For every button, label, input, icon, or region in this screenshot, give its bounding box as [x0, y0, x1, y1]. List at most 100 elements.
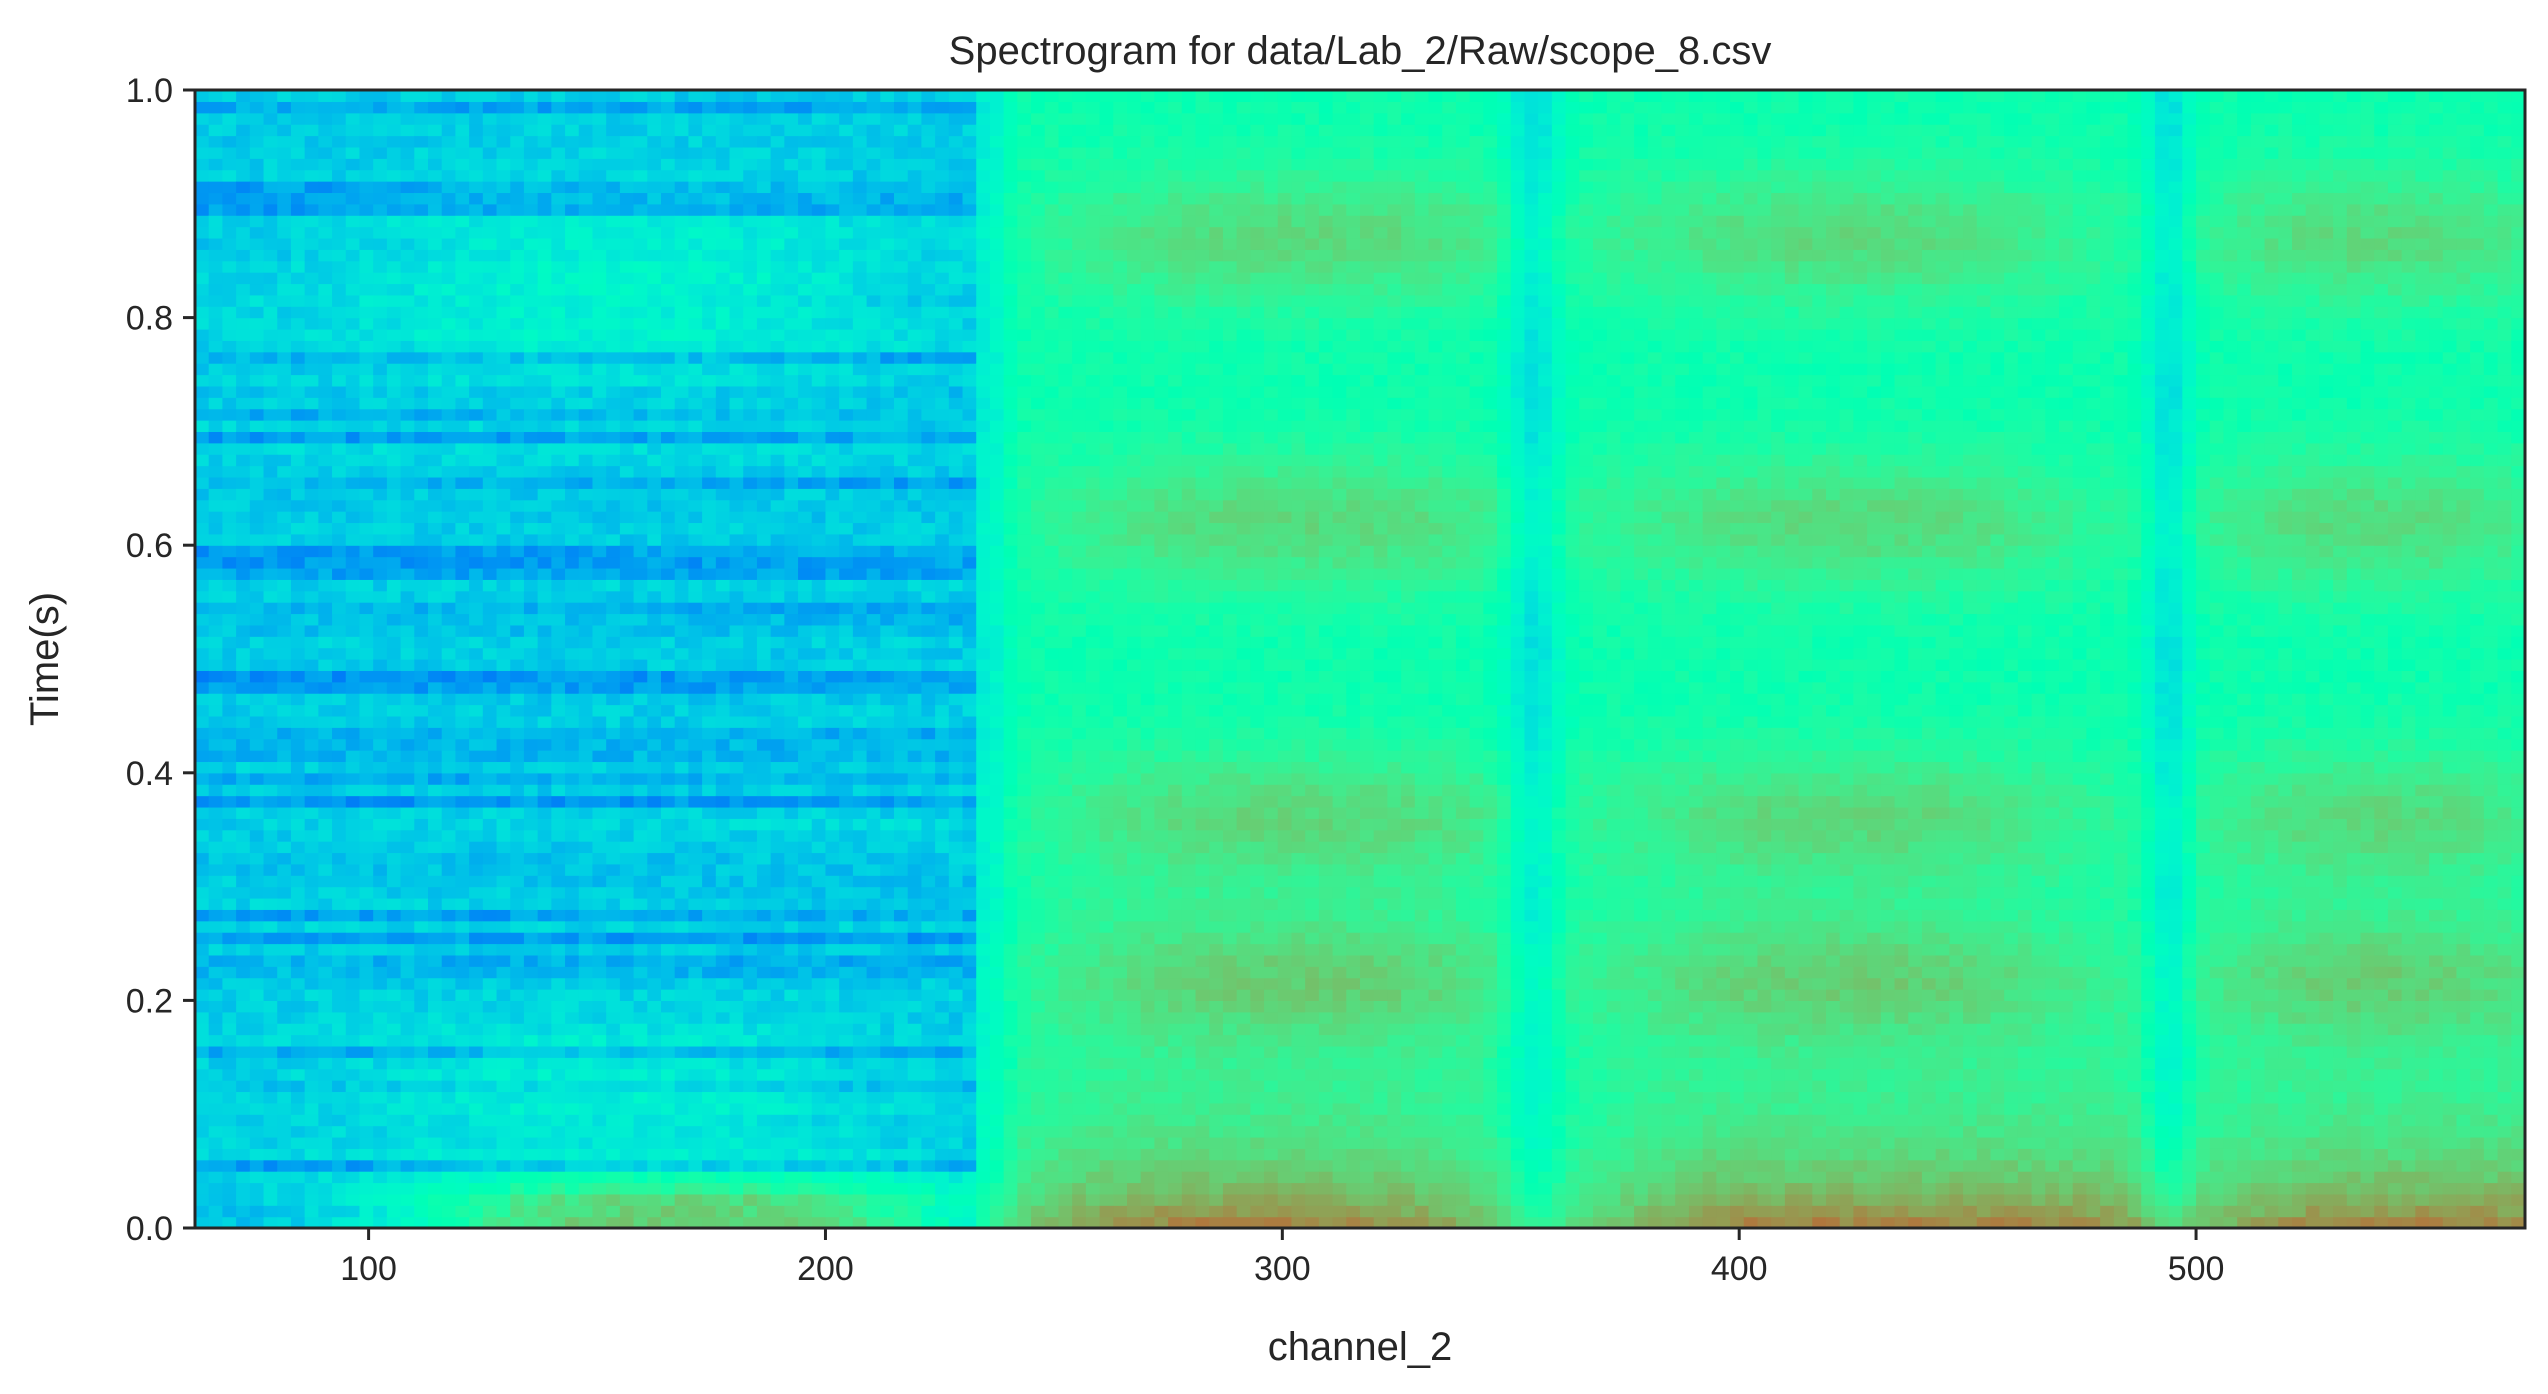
heatmap-cell [222, 158, 236, 170]
heatmap-cell [264, 511, 278, 523]
heatmap-cell [538, 158, 552, 170]
heatmap-cell [373, 340, 387, 352]
heatmap-cell [510, 283, 524, 295]
heatmap-cell [784, 887, 798, 899]
heatmap-cell [634, 500, 648, 512]
heatmap-cell [414, 386, 428, 398]
heatmap-cell [195, 955, 209, 967]
heatmap-cell [812, 420, 826, 432]
heatmap-cell [291, 841, 305, 853]
heatmap-cell [524, 397, 538, 409]
heatmap-cell [277, 682, 291, 694]
heatmap-cell [839, 955, 853, 967]
heatmap-cell [332, 113, 346, 125]
heatmap-cell [634, 579, 648, 591]
heatmap-cell [716, 591, 730, 603]
heatmap-cell [483, 215, 497, 227]
heatmap-cell [579, 386, 593, 398]
heatmap-cell [620, 466, 634, 478]
heatmap-cell [784, 591, 798, 603]
heatmap-cell [346, 272, 360, 284]
heatmap-cell [442, 113, 456, 125]
heatmap-cell [222, 1046, 236, 1058]
heatmap-cell [455, 796, 469, 808]
heatmap-cell [647, 113, 661, 125]
heatmap-cell [291, 249, 305, 261]
heatmap-cell [688, 238, 702, 250]
heatmap-cell [359, 1046, 373, 1058]
heatmap-cell [661, 477, 675, 489]
heatmap-cell [195, 522, 209, 534]
heatmap-cell [250, 648, 264, 660]
heatmap-cell [688, 818, 702, 830]
heatmap-cell [264, 101, 278, 113]
heatmap-cell [867, 181, 881, 193]
heatmap-cell [579, 101, 593, 113]
heatmap-cell [661, 932, 675, 944]
heatmap-cell [634, 1171, 648, 1183]
heatmap-cell [812, 261, 826, 273]
heatmap-cell [483, 898, 497, 910]
heatmap-cell [442, 158, 456, 170]
heatmap-cell [195, 875, 209, 887]
heatmap-cell [716, 454, 730, 466]
heatmap-cell [839, 830, 853, 842]
heatmap-cell [757, 158, 771, 170]
heatmap-cell [318, 1205, 332, 1217]
heatmap-cell [853, 283, 867, 295]
heatmap-cell [757, 522, 771, 534]
heatmap-cell [716, 101, 730, 113]
heatmap-cell [812, 545, 826, 557]
heatmap-cell [606, 227, 620, 239]
heatmap-cell [483, 784, 497, 796]
heatmap-cell [524, 318, 538, 330]
heatmap-cell [702, 1160, 716, 1172]
heatmap-cell [222, 1114, 236, 1126]
heatmap-cell [551, 1103, 565, 1115]
heatmap-cell [236, 204, 250, 216]
heatmap-cell [675, 739, 689, 751]
heatmap-cell [428, 295, 442, 307]
heatmap-cell [222, 648, 236, 660]
heatmap-cell [524, 1057, 538, 1069]
heatmap-cell [716, 500, 730, 512]
heatmap-cell [757, 1194, 771, 1206]
heatmap-cell [592, 170, 606, 182]
heatmap-cell [524, 534, 538, 546]
heatmap-cell [839, 170, 853, 182]
heatmap-cell [414, 978, 428, 990]
heatmap-cell [675, 659, 689, 671]
heatmap-cell [771, 181, 785, 193]
heatmap-cell [647, 249, 661, 261]
heatmap-cell [346, 90, 360, 102]
heatmap-cell [798, 670, 812, 682]
heatmap-cell [291, 283, 305, 295]
heatmap-cell [318, 1000, 332, 1012]
heatmap-cell [250, 466, 264, 478]
heatmap-cell [551, 818, 565, 830]
heatmap-cell [551, 761, 565, 773]
heatmap-cell [592, 522, 606, 534]
heatmap-cell [291, 204, 305, 216]
heatmap-cell [565, 932, 579, 944]
heatmap-cell [688, 431, 702, 443]
heatmap-cell [716, 1057, 730, 1069]
heatmap-cell [497, 989, 511, 1001]
heatmap-cell [455, 966, 469, 978]
heatmap-cell [455, 249, 469, 261]
heatmap-cell [264, 318, 278, 330]
heatmap-cell [565, 852, 579, 864]
heatmap-cell [332, 932, 346, 944]
heatmap-cell [497, 215, 511, 227]
heatmap-cell [620, 522, 634, 534]
heatmap-cell [387, 659, 401, 671]
heatmap-cell [250, 966, 264, 978]
heatmap-cell [483, 557, 497, 569]
heatmap-cell [757, 852, 771, 864]
heatmap-cell [634, 238, 648, 250]
heatmap-cell [510, 386, 524, 398]
heatmap-cell [606, 670, 620, 682]
heatmap-cell [469, 409, 483, 421]
heatmap-cell [565, 1046, 579, 1058]
heatmap-cell [634, 466, 648, 478]
